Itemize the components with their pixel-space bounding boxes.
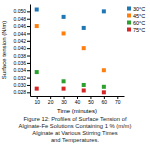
tick-mark xyxy=(27,56,30,57)
tick-label: 0.034 xyxy=(13,67,26,73)
tick-mark xyxy=(27,92,30,93)
tick-label: 0.048 xyxy=(13,16,26,22)
chart: 102030405060700.0280.0300.0320.0340.0360… xyxy=(0,0,150,150)
point xyxy=(102,68,106,72)
legend-label: 45°C xyxy=(133,13,145,19)
legend-item: 45°C xyxy=(127,13,145,19)
tick-mark xyxy=(27,26,30,27)
tick-mark xyxy=(27,48,30,49)
axis-line xyxy=(30,5,31,97)
tick-label: 0.050 xyxy=(13,8,26,14)
tick-mark xyxy=(27,63,30,64)
title: Figure 12: Profiles of Surface Tension o… xyxy=(19,116,132,143)
point xyxy=(35,24,39,28)
point xyxy=(62,31,66,35)
tick: 0.048 xyxy=(13,16,30,22)
tick-label: 40 xyxy=(75,99,81,105)
point xyxy=(82,83,86,87)
legend-item: 60°C xyxy=(127,20,145,26)
tick-label: 0.032 xyxy=(13,75,26,81)
tick: 0.040 xyxy=(13,45,30,51)
tick: 0.036 xyxy=(13,60,30,66)
tick-mark xyxy=(27,41,30,42)
legend: 30°C45°C60°C75°C xyxy=(127,6,145,33)
tick-label: 10 xyxy=(34,99,40,105)
tick-mark xyxy=(27,11,30,12)
points xyxy=(35,8,106,95)
tick: 0.028 xyxy=(13,89,30,95)
point xyxy=(102,90,106,94)
title-line: Figure 12: Profiles of Surface Tension o… xyxy=(23,116,126,122)
point xyxy=(62,15,66,19)
point xyxy=(35,8,39,12)
tick-label: 30 xyxy=(61,99,67,105)
series xyxy=(35,70,106,89)
legend-swatch xyxy=(127,14,131,18)
series xyxy=(35,8,106,30)
point xyxy=(102,85,106,89)
legend-label: 75°C xyxy=(133,27,145,33)
tick-mark xyxy=(27,78,30,79)
tick-mark xyxy=(27,19,30,20)
tick-mark xyxy=(27,85,30,86)
tick: 30 xyxy=(61,96,67,105)
tick: 10 xyxy=(34,96,40,105)
tick: 40 xyxy=(75,96,81,105)
tick: 0.044 xyxy=(13,31,30,37)
tick-label: 0.046 xyxy=(13,23,26,29)
title-line: Alginate-Fe Solutions Containing 1 % (m/… xyxy=(19,123,132,129)
tick: 20 xyxy=(48,96,54,105)
tick: 0.030 xyxy=(13,82,30,88)
point xyxy=(35,87,39,91)
tick-label: 0.038 xyxy=(13,53,26,59)
point xyxy=(102,9,106,13)
tick-label: 0.036 xyxy=(13,60,26,66)
tick-label: 20 xyxy=(48,99,54,105)
tick-label: 70 xyxy=(115,99,121,105)
tick: 0.042 xyxy=(13,38,30,44)
point xyxy=(82,26,86,30)
y-axis-title: Surface tension (N/m) xyxy=(1,21,7,79)
legend-swatch xyxy=(127,28,131,32)
tick-label: 50 xyxy=(88,99,94,105)
title-line: and Temperatures. xyxy=(51,137,100,143)
y-axis: 0.0280.0300.032 0.0340.0360.038 0.0400.042… xyxy=(13,5,30,97)
tick-label: 0.040 xyxy=(13,45,26,51)
tick: 0.038 xyxy=(13,53,30,59)
tick-label: 0.042 xyxy=(13,38,26,44)
x-axis-title: Time (minutes) xyxy=(57,108,97,114)
tick: 0.050 xyxy=(13,8,30,14)
point xyxy=(82,88,86,92)
legend-item: 30°C xyxy=(127,6,145,12)
tick-label: 0.028 xyxy=(13,89,26,95)
tick: 0.046 xyxy=(13,23,30,29)
legend-label: 30°C xyxy=(133,6,145,12)
tick: 50 xyxy=(88,96,94,105)
series xyxy=(35,24,106,72)
legend-swatch xyxy=(127,21,131,25)
legend-label: 60°C xyxy=(133,20,145,26)
point xyxy=(82,46,86,50)
tick: 0.034 xyxy=(13,67,30,73)
point xyxy=(35,70,39,74)
tick-mark xyxy=(27,70,30,71)
point xyxy=(62,87,66,91)
tick-label: 0.044 xyxy=(13,31,26,37)
tick-mark xyxy=(27,33,30,34)
legend-swatch xyxy=(127,7,131,11)
series xyxy=(35,87,106,95)
tick: 60 xyxy=(102,96,108,105)
tick: 70 xyxy=(115,96,121,105)
x-axis: 10 20 30 40 50 60 70 xyxy=(31,96,125,105)
point xyxy=(62,79,66,83)
tick-label: 60 xyxy=(102,99,108,105)
title-line: Alginate at Various Stirring Times xyxy=(32,130,117,136)
tick-label: 0.030 xyxy=(13,82,26,88)
tick: 0.032 xyxy=(13,75,30,81)
plot: 102030405060700.0280.0300.0320.0340.0360… xyxy=(1,5,125,115)
legend-item: 75°C xyxy=(127,27,145,33)
